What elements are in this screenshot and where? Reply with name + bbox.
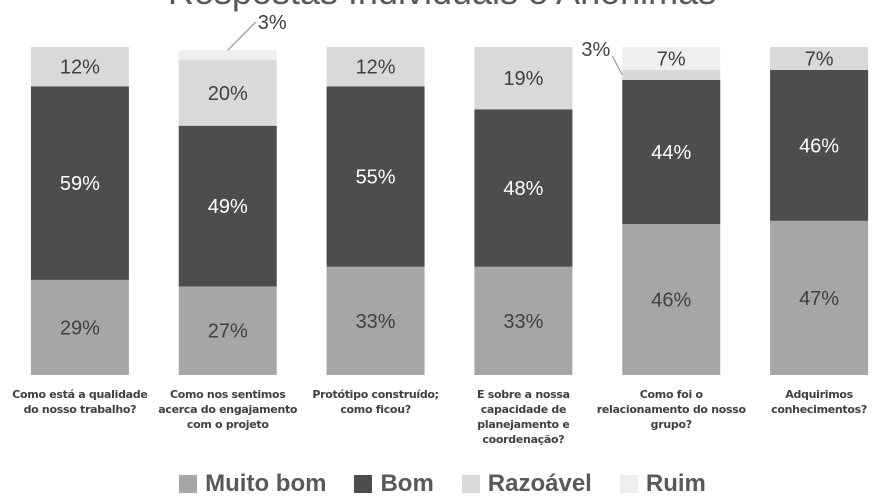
data-label: 12% bbox=[60, 57, 100, 79]
leader-line bbox=[227, 21, 257, 51]
data-label: 46% bbox=[651, 290, 691, 312]
x-tick-label: E sobre a nossa capacidade de planejamen… bbox=[477, 388, 570, 446]
bar-segment bbox=[30, 86, 129, 280]
x-tick-label: Como nos sentimos acerca do engajamento … bbox=[158, 388, 298, 431]
legend-swatch bbox=[354, 475, 373, 493]
bar-segment bbox=[326, 47, 425, 87]
bar-segment bbox=[30, 279, 129, 375]
data-label: 59% bbox=[60, 173, 100, 195]
data-label: 49% bbox=[208, 196, 248, 218]
data-label: 3% bbox=[258, 12, 287, 34]
bar-segment bbox=[474, 47, 573, 110]
chart-title: Respostas Individuais e Anônimas bbox=[168, 0, 716, 12]
bar-segment bbox=[622, 224, 721, 375]
legend-swatch bbox=[179, 475, 198, 493]
data-label: 48% bbox=[503, 178, 543, 200]
legend-item: Ruim bbox=[619, 470, 706, 498]
bar-segment bbox=[178, 50, 277, 61]
data-label: 55% bbox=[356, 167, 396, 189]
data-label: 20% bbox=[208, 83, 248, 105]
legend-item: Muito bom bbox=[179, 470, 326, 498]
x-tick-label: Adquirimos conhecimentos? bbox=[771, 388, 867, 416]
data-label: 19% bbox=[503, 68, 543, 90]
x-tick-label: Como está a qualidade do nosso trabalho? bbox=[12, 388, 148, 416]
bar-segment bbox=[326, 86, 425, 267]
legend-item: Razoável bbox=[461, 470, 592, 498]
bar-segment bbox=[474, 109, 573, 267]
data-label: 3% bbox=[581, 39, 610, 61]
bar-segment bbox=[178, 60, 277, 126]
legend-label: Bom bbox=[380, 470, 434, 497]
x-tick-label: Como foi o relacionamento do nosso grupo… bbox=[596, 388, 746, 431]
x-tick-label: Protótipo construído; como ficou? bbox=[312, 388, 439, 416]
legend-swatch bbox=[619, 475, 638, 493]
bar-segment bbox=[326, 266, 425, 375]
data-label: 33% bbox=[356, 311, 396, 333]
legend-label: Razoável bbox=[487, 470, 592, 497]
data-label: 12% bbox=[356, 57, 396, 79]
leader-line bbox=[611, 55, 623, 76]
bar-segment bbox=[178, 125, 277, 287]
data-label: 29% bbox=[60, 317, 100, 339]
legend-item: Bom bbox=[354, 470, 434, 498]
bar-segment bbox=[474, 266, 573, 375]
legend-swatch bbox=[461, 475, 480, 493]
bar-segment bbox=[622, 79, 721, 225]
data-label: 7% bbox=[805, 48, 834, 70]
bar-segment bbox=[30, 47, 129, 87]
data-label: 7% bbox=[657, 48, 686, 70]
data-label: 44% bbox=[651, 142, 691, 164]
legend: Muito bom Bom Razoável Ruim bbox=[0, 470, 885, 498]
data-label: 33% bbox=[503, 311, 543, 333]
bar-segment bbox=[770, 220, 869, 375]
bar-segment bbox=[622, 47, 721, 70]
bar-segment bbox=[178, 286, 277, 375]
data-label: 46% bbox=[799, 135, 839, 157]
legend-label: Muito bom bbox=[205, 470, 327, 497]
bar-segment bbox=[770, 69, 869, 221]
data-label: 47% bbox=[799, 288, 839, 310]
legend-label: Ruim bbox=[645, 470, 706, 497]
bar-segment bbox=[770, 47, 869, 70]
bar-segment bbox=[622, 69, 721, 80]
data-label: 27% bbox=[208, 321, 248, 343]
